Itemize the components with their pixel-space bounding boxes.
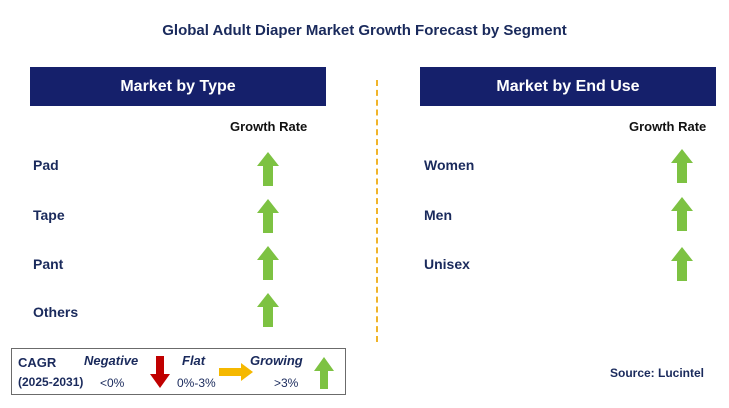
legend-negative-range: <0%: [100, 376, 125, 390]
source-note: Source: Lucintel: [610, 366, 705, 380]
legend-growing-range: >3%: [274, 376, 299, 390]
growing-arrow-icon: [257, 246, 279, 280]
legend-flat-label: Flat: [182, 353, 206, 368]
panel-header-end-use: Market by End Use: [420, 67, 716, 106]
row-label-women: Women: [424, 157, 475, 173]
legend-cagr-label: CAGR: [18, 355, 57, 370]
growing-arrow-icon: [671, 149, 693, 183]
panel-divider: [376, 80, 378, 342]
growth-rate-label-right: Growth Rate: [629, 119, 707, 134]
negative-arrow-icon: [150, 356, 170, 388]
row-label-men: Men: [424, 207, 452, 223]
row-label-pant: Pant: [33, 256, 64, 272]
growing-arrow-icon: [671, 197, 693, 231]
growth-rate-label-left: Growth Rate: [230, 119, 308, 134]
row-label-tape: Tape: [33, 207, 65, 223]
legend-growing-label: Growing: [250, 353, 303, 368]
row-label-others: Others: [33, 304, 79, 320]
legend-period: (2025-2031): [18, 375, 84, 389]
legend-negative-label: Negative: [84, 353, 139, 368]
flat-arrow-icon: [219, 363, 253, 381]
row-label-unisex: Unisex: [424, 256, 470, 272]
growing-arrow-icon: [314, 357, 334, 389]
cagr-legend: CAGR (2025-2031) Negative <0% Flat 0%-3%…: [11, 348, 346, 395]
growing-arrow-icon: [671, 247, 693, 281]
row-label-pad: Pad: [33, 157, 59, 173]
growing-arrow-icon: [257, 293, 279, 327]
growing-arrow-icon: [257, 199, 279, 233]
panel-header-type: Market by Type: [30, 67, 326, 106]
growing-arrow-icon: [257, 152, 279, 186]
legend-flat-range: 0%-3%: [177, 376, 216, 390]
chart-title: Global Adult Diaper Market Growth Foreca…: [162, 22, 567, 39]
